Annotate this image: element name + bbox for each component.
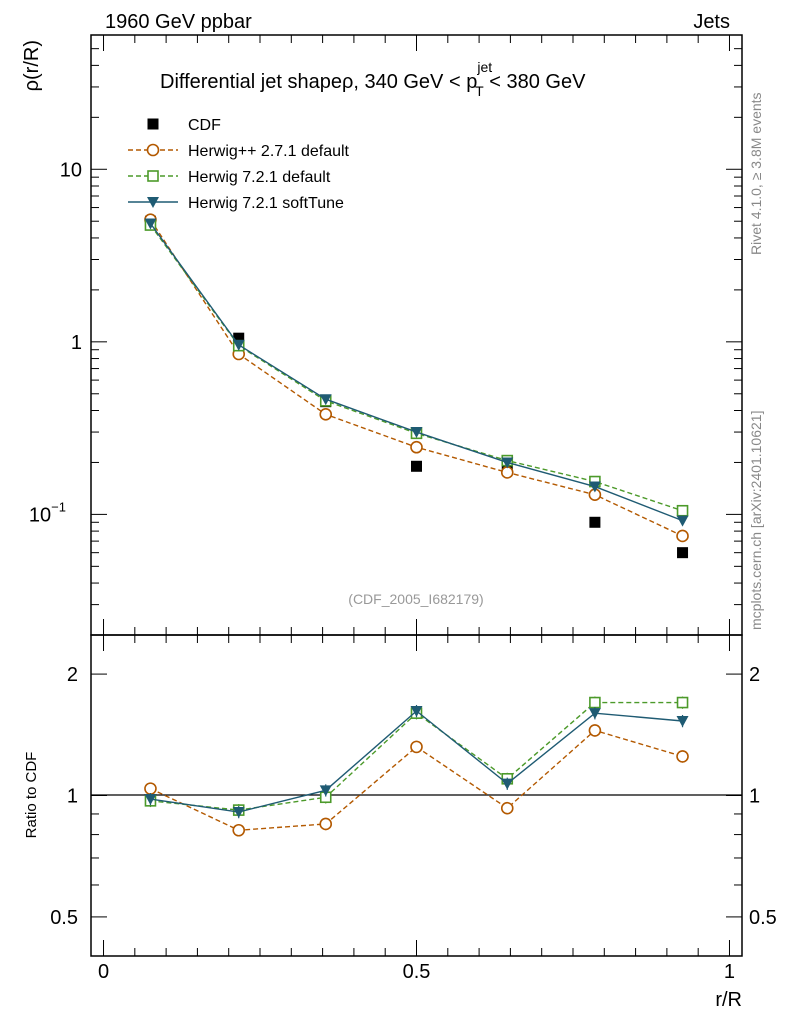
mcplots-credit-label: mcplots.cern.ch [arXiv:2401.10621] <box>748 411 764 630</box>
ratio-series-0 <box>144 724 689 837</box>
ratio-data-point <box>144 794 157 806</box>
ratio-data-point <box>144 782 157 795</box>
ratio-y-tick-label-right: 0.5 <box>749 907 777 929</box>
legend-label: Herwig 7.2.1 default <box>188 169 331 186</box>
legend-marker <box>147 170 159 182</box>
ratio-y-ticks: 0.5 0.5 1 1 2 2 <box>50 664 777 957</box>
main-y-tick-mantissa: 1 <box>71 332 82 354</box>
main-series-line <box>149 219 683 537</box>
main-series-line <box>149 223 683 522</box>
ratio-y-tick-label-left: 2 <box>67 664 78 686</box>
ratio-plot-panel: 0.5 0.51 12 2 0 0.5 1 Ratio to CDF r/R <box>23 634 777 1011</box>
main-plot-series <box>144 213 689 559</box>
chart-title: Differential jet shapeρ, 340 GeV < pjet T… <box>160 59 586 99</box>
ratio-data-point <box>319 785 332 797</box>
main-data-point <box>589 516 601 528</box>
main-data-point <box>232 339 245 351</box>
legend-label: CDF <box>188 117 221 134</box>
header-right: Jets <box>693 11 730 33</box>
chart-title-superscript: jet <box>476 59 492 75</box>
ratio-y-tick-label-right: 2 <box>749 664 760 686</box>
ratio-y-tick-label-right: 1 <box>749 786 760 808</box>
ratio-data-point <box>232 823 246 837</box>
main-data-point <box>676 529 689 543</box>
ratio-data-point <box>410 705 423 717</box>
main-data-point <box>500 466 514 479</box>
ratio-data-point <box>501 778 514 790</box>
x-tick-label: 0 <box>98 961 109 983</box>
main-data-point <box>144 218 157 230</box>
main-data-point <box>410 427 423 439</box>
legend: CDF Herwig++ 2.7.1 default Herwig 7.2.1 de… <box>128 117 350 212</box>
main-data-point <box>233 332 245 344</box>
main-data-point <box>319 394 332 406</box>
main-y-tick-mantissa: 10 <box>29 504 51 526</box>
ratio-data-point <box>676 716 689 728</box>
legend-marker <box>147 118 159 130</box>
legend-label: Herwig 7.2.1 softTune <box>188 195 344 212</box>
ratio-series-line <box>150 710 683 813</box>
legend-marker <box>146 143 160 157</box>
main-y-tick-mantissa: 10 <box>60 159 82 181</box>
ratio-y-axis-label: Ratio to CDF <box>23 752 40 839</box>
main-data-point <box>676 515 689 527</box>
ratio-y-tick-label-left: 1 <box>67 786 78 808</box>
legend-label: Herwig++ 2.7.1 default <box>188 143 350 160</box>
chart-title-subscript: T <box>475 83 484 99</box>
main-y-axis-label: ρ(r/R) <box>21 40 43 91</box>
main-data-point <box>501 457 514 469</box>
ratio-plot-series <box>144 696 689 837</box>
main-y-tick-label: 10−1 <box>29 499 66 526</box>
ratio-data-point <box>676 696 689 709</box>
main-data-point <box>677 547 689 559</box>
main-series-1 <box>144 213 689 543</box>
ratio-data-point <box>410 740 423 754</box>
header-left: 1960 GeV ppbar <box>105 11 252 33</box>
x-axis-label: r/R <box>715 989 742 1011</box>
main-data-point <box>319 408 333 421</box>
main-data-point <box>410 440 423 454</box>
ratio-data-point <box>500 801 514 815</box>
main-x-ticks <box>103 35 730 635</box>
ratio-data-point <box>319 817 333 831</box>
analysis-watermark: (CDF_2005_I682179) <box>348 591 483 607</box>
ratio-data-point <box>589 696 601 709</box>
main-data-point <box>411 460 422 472</box>
main-series-3 <box>144 218 689 527</box>
main-series-0 <box>144 215 689 559</box>
rivet-version-label: Rivet 4.1.0, ≥ 3.8M events <box>748 92 764 255</box>
ratio-series-2 <box>144 704 689 819</box>
chart-title-main: Differential jet shapeρ, 340 GeV < p <box>160 71 477 93</box>
main-y-tick-exponent: −1 <box>51 499 66 514</box>
main-data-point <box>588 481 601 493</box>
ratio-data-point <box>588 708 601 720</box>
ratio-data-point <box>676 750 689 763</box>
main-y-tick-label: 1 <box>71 332 82 354</box>
x-tick-label: 0.5 <box>403 961 431 983</box>
ratio-data-point <box>588 724 602 737</box>
x-tick-label: 1 <box>724 961 735 983</box>
ratio-y-tick-label-left: 0.5 <box>50 907 78 929</box>
ratio-x-ticks: 0 0.5 1 <box>98 635 735 983</box>
ratio-data-point <box>232 807 245 819</box>
chart-title-suffix: < 380 GeV <box>484 71 586 93</box>
legend-marker <box>147 197 159 208</box>
main-y-tick-label: 10 <box>60 159 82 181</box>
main-data-point <box>676 504 689 517</box>
